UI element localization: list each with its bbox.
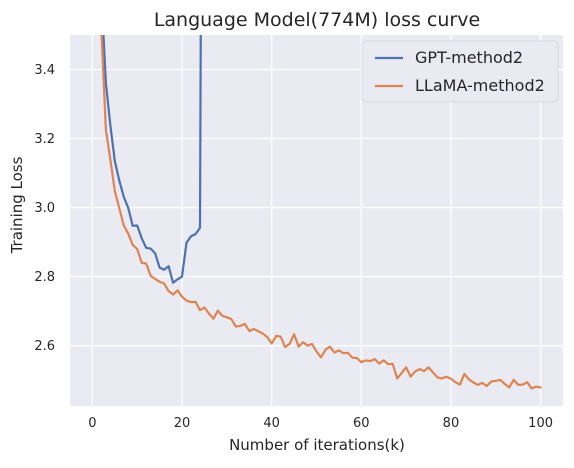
x-axis-label: Number of iterations(k): [229, 436, 405, 454]
chart-title: Language Model(774M) loss curve: [154, 9, 480, 31]
legend-label-gpt-method2: GPT-method2: [415, 48, 523, 67]
series-line-gpt-method2: [102, 35, 202, 284]
x-tick-label: 40: [263, 416, 280, 431]
x-tick-label: 100: [528, 416, 553, 431]
legend: GPT-method2 LLaMA-method2: [361, 40, 559, 103]
y-tick-label: 2.6: [34, 339, 55, 354]
y-tick-label: 3.2: [34, 132, 55, 147]
y-axis-label: Training Loss: [8, 156, 26, 254]
x-tick-labels: 0 20 40 60 80 100: [88, 416, 553, 431]
y-tick-label: 2.8: [34, 270, 55, 285]
x-tick-label: 80: [443, 416, 460, 431]
y-tick-labels: 2.6 2.8 3.0 3.2 3.4: [34, 63, 55, 354]
y-tick-label: 3.0: [34, 201, 55, 216]
x-tick-label: 60: [353, 416, 370, 431]
series-lines: [100, 35, 542, 390]
series-line-llama-method2: [100, 35, 542, 390]
y-tick-label: 3.4: [34, 63, 55, 78]
legend-box: [361, 40, 559, 103]
legend-label-llama-method2: LLaMA-method2: [415, 76, 545, 95]
x-tick-label: 20: [174, 416, 191, 431]
x-tick-label: 0: [88, 416, 96, 431]
